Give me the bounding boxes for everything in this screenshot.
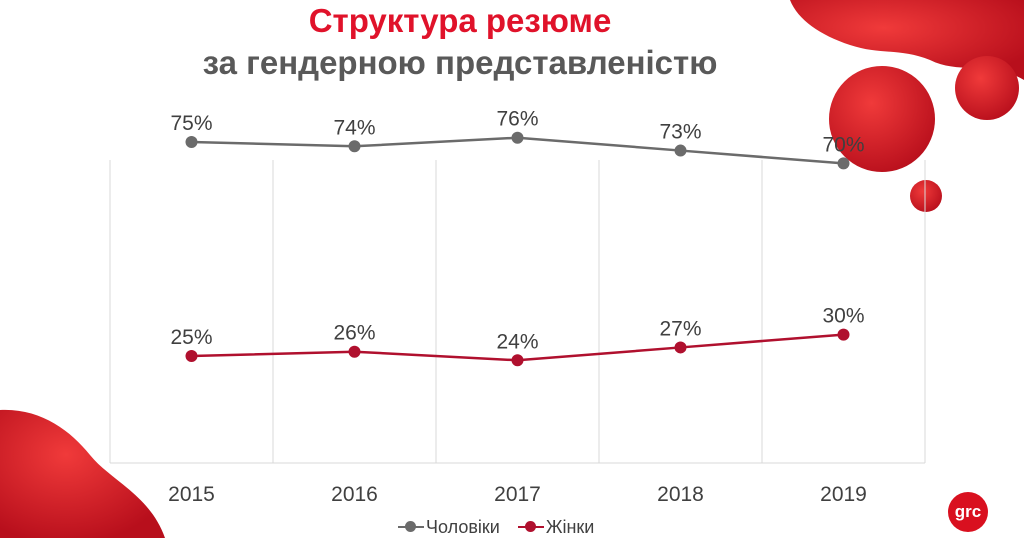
data-label: 75% — [170, 112, 212, 135]
x-tick-label: 2017 — [494, 483, 541, 506]
legend-item-men: Чоловіки — [398, 517, 500, 538]
data-point — [348, 140, 361, 153]
grc-logo: grc — [948, 492, 988, 532]
data-point — [511, 354, 524, 367]
data-label: 27% — [659, 317, 701, 340]
data-point — [674, 144, 687, 157]
data-point — [674, 341, 687, 354]
x-tick-label: 2018 — [657, 483, 704, 506]
data-point — [837, 157, 850, 170]
legend-marker-women — [517, 521, 544, 533]
data-label: 26% — [333, 322, 375, 345]
legend-item-women: Жінки — [517, 516, 595, 538]
data-point — [348, 345, 361, 358]
data-point — [185, 136, 198, 148]
legend-label-women: Жінки — [545, 516, 595, 537]
x-tick-label: 2015 — [168, 483, 215, 506]
data-label: 70% — [822, 133, 864, 156]
chart-title: Структура резюме — [308, 2, 612, 39]
large-circle — [829, 66, 935, 172]
data-label: 74% — [333, 116, 375, 139]
data-label: 76% — [496, 108, 538, 131]
data-label: 30% — [822, 305, 864, 328]
bottom-left-blob — [0, 409, 165, 538]
chart-subtitle: за гендерною представленістю — [202, 44, 718, 81]
top-right-blob — [790, 0, 1024, 80]
data-label: 24% — [496, 330, 538, 353]
data-point — [185, 350, 198, 362]
x-tick-label: 2019 — [820, 483, 867, 506]
data-label: 73% — [659, 121, 701, 144]
x-tick-label: 2016 — [331, 483, 378, 506]
legend-marker-men — [398, 521, 424, 533]
data-label: 25% — [170, 326, 212, 349]
small-circle — [910, 180, 942, 212]
data-point — [511, 131, 524, 144]
chart-legend: Чоловіки Жінки — [398, 516, 594, 538]
legend-label-men: Чоловіки — [426, 516, 500, 537]
top-right-circle — [955, 56, 1019, 120]
data-point — [837, 328, 850, 341]
